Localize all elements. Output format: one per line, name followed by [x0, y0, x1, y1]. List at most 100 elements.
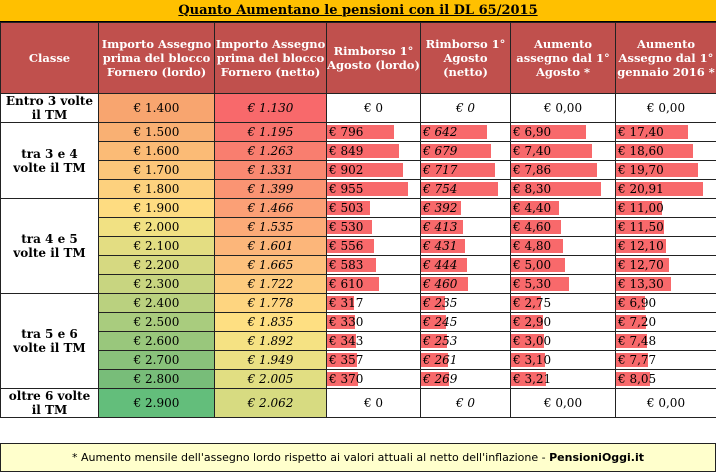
data-bar: [327, 163, 404, 177]
cell-value: € 12,70: [618, 258, 664, 272]
data-bar: [616, 296, 645, 310]
header-importo-netto: Importo Assegno prima del blocco Fornero…: [214, 22, 327, 94]
table-row: € 1.700 € 1.331 € 902 € 717 € 7,86 € 19,70: [1, 160, 716, 180]
cell-value: € 902: [329, 163, 364, 177]
rimborso-netto-cell: € 444: [420, 255, 511, 275]
importo-netto-cell: € 2.062: [214, 388, 327, 418]
table-row: € 1.800 € 1.399 € 955 € 754 € 8,30 € 20,91: [1, 179, 716, 199]
header-row: Classe Importo Assegno prima del blocco …: [0, 22, 716, 94]
cell-value: € 0,00: [543, 101, 583, 115]
cell-value: € 530: [329, 220, 364, 234]
aumento-gennaio-cell: € 7,20: [615, 312, 716, 332]
data-bar: [511, 239, 564, 253]
classe-cell: tra 4 e 5 volte il TM: [0, 198, 99, 294]
classe-cell: tra 3 e 4 volte il TM: [0, 122, 99, 199]
data-bar: [616, 239, 667, 253]
cell-value: € 4,60: [513, 220, 552, 234]
table-title: Quanto Aumentano le pensioni con il DL 6…: [0, 0, 716, 22]
data-bar: [421, 144, 491, 158]
importo-lordo-cell: € 2.500: [98, 312, 215, 332]
data-bar: [327, 334, 357, 348]
data-bar: [511, 258, 566, 272]
cell-value: € 7,48: [618, 334, 657, 348]
importo-netto-cell: € 1.466: [214, 198, 327, 218]
cell-value: € 0: [455, 101, 476, 115]
footnote-text: * Aumento mensile dell'assegno lordo ris…: [71, 451, 550, 464]
cell-value: € 18,60: [618, 144, 664, 158]
importo-lordo-cell: € 2.800: [98, 369, 215, 389]
cell-value: € 6,90: [513, 125, 552, 139]
header-importo-lordo: Importo Assegno prima del blocco Fornero…: [98, 22, 215, 94]
rimborso-netto-cell: € 431: [420, 236, 511, 256]
data-bar: [327, 277, 379, 291]
cell-value: € 0: [455, 396, 476, 410]
importo-netto-cell: € 1.399: [214, 179, 327, 199]
aumento-agosto-cell: € 7,40: [510, 141, 616, 161]
cell-value: € 2,90: [513, 315, 552, 329]
table-row: € 2.700 € 1.949 € 357 € 261 € 3,10 € 7,77: [1, 350, 716, 370]
importo-netto-cell: € 1.130: [214, 93, 327, 123]
importo-netto-cell: € 2.005: [214, 369, 327, 389]
cell-value: € 370: [329, 372, 364, 386]
table-row: € 2.800 € 2.005 € 370 € 269 € 3,21 € 8,05: [1, 369, 716, 389]
pension-table: Classe Importo Assegno prima del blocco …: [0, 22, 716, 418]
table-body: Entro 3 volte il TM € 1.400 € 1.130 € 0 € 0 €…: [0, 93, 716, 418]
cell-value: € 796: [329, 125, 364, 139]
importo-lordo-cell: € 1.900: [98, 198, 215, 218]
cell-value: € 11,50: [618, 220, 664, 234]
footnote-brand: PensioniOggi.it: [549, 451, 645, 464]
table-row: € 2.100 € 1.601 € 556 € 431 € 4,80 € 12,10: [1, 236, 716, 256]
cell-value: € 444: [423, 258, 458, 272]
cell-value: € 0,00: [543, 396, 583, 410]
importo-netto-cell: € 1.601: [214, 236, 327, 256]
data-bar: [616, 163, 698, 177]
cell-value: € 8,05: [618, 372, 657, 386]
aumento-agosto-cell: € 8,30: [510, 179, 616, 199]
rimborso-lordo-cell: € 583: [326, 255, 421, 275]
cell-value: € 754: [423, 182, 458, 196]
data-bar: [616, 125, 689, 139]
aumento-gennaio-cell: € 11,50: [615, 217, 716, 237]
cell-value: € 431: [423, 239, 458, 253]
cell-value: € 17,40: [618, 125, 664, 139]
importo-netto-cell: € 1.722: [214, 274, 327, 294]
cell-value: € 6,90: [618, 296, 657, 310]
rimborso-lordo-cell: € 849: [326, 141, 421, 161]
footnote: * Aumento mensile dell'assegno lordo ris…: [0, 443, 716, 472]
importo-netto-cell: € 1.949: [214, 350, 327, 370]
rimborso-lordo-cell: € 357: [326, 350, 421, 370]
cell-value: € 7,86: [513, 163, 552, 177]
data-bar: [327, 239, 375, 253]
aumento-gennaio-cell: € 13,30: [615, 274, 716, 294]
cell-value: € 392: [423, 201, 458, 215]
importo-netto-cell: € 1.892: [214, 331, 327, 351]
header-classe: Classe: [0, 22, 99, 94]
importo-lordo-cell: € 2.600: [98, 331, 215, 351]
cell-value: € 11,00: [618, 201, 664, 215]
importo-lordo-cell: € 1.700: [98, 160, 215, 180]
importo-netto-cell: € 1.778: [214, 293, 327, 313]
cell-value: € 357: [329, 353, 364, 367]
aumento-gennaio-cell: € 12,70: [615, 255, 716, 275]
aumento-gennaio-cell: € 0,00: [615, 93, 716, 123]
rimborso-netto-cell: € 269: [420, 369, 511, 389]
data-bar: [511, 296, 541, 310]
rimborso-lordo-cell: € 530: [326, 217, 421, 237]
data-bar: [327, 258, 377, 272]
data-bar: [511, 220, 562, 234]
data-bar: [421, 277, 469, 291]
cell-value: € 5,00: [513, 258, 552, 272]
data-bar: [511, 372, 546, 386]
data-bar: [616, 353, 649, 367]
rimborso-netto-cell: € 754: [420, 179, 511, 199]
aumento-agosto-cell: € 3,10: [510, 350, 616, 370]
data-bar: [616, 182, 703, 196]
table-row: € 2.000 € 1.535 € 530 € 413 € 4,60 € 11,50: [1, 217, 716, 237]
data-bar: [327, 182, 408, 196]
cell-value: € 3,10: [513, 353, 552, 367]
data-bar: [421, 296, 446, 310]
aumento-agosto-cell: € 6,90: [510, 122, 616, 142]
data-bar: [327, 220, 372, 234]
cell-value: € 0: [363, 396, 384, 410]
importo-netto-cell: € 1.195: [214, 122, 327, 142]
